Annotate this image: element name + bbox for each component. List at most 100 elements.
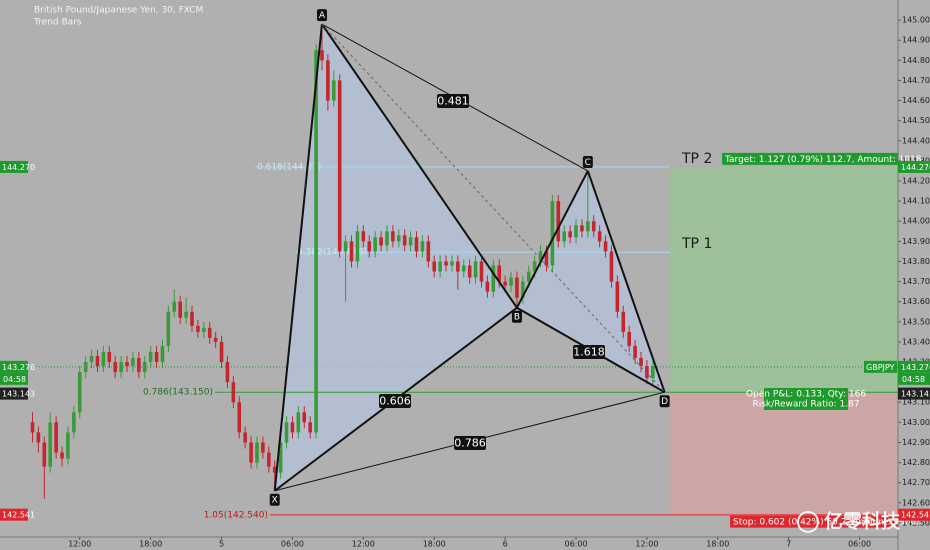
ratio-badge: [379, 394, 411, 408]
point-label: D: [661, 397, 668, 407]
countdown-badge: [898, 372, 930, 385]
loss-zone: [670, 393, 898, 515]
y-tick-label: 144.700: [902, 76, 930, 85]
candle-body: [355, 231, 360, 262]
candle-body: [160, 345, 165, 363]
ratio-label: 0.606: [379, 395, 411, 408]
candle-body: [48, 422, 53, 467]
candle-body: [60, 452, 64, 459]
price-badge: [0, 360, 28, 373]
x-tick-label: 12:00: [635, 540, 658, 549]
target-label: TP 2: [681, 151, 712, 167]
y-tick-label: 143.900: [902, 237, 930, 246]
candle-body: [290, 422, 295, 433]
price-badge: [898, 387, 930, 400]
candle-body: [296, 412, 301, 433]
candle-body: [456, 261, 460, 272]
candle-body: [408, 237, 413, 246]
candle-body: [385, 231, 389, 246]
ratio-badge: [437, 94, 469, 108]
candle-body: [249, 442, 253, 463]
price-badge-label: 143.276: [2, 363, 35, 372]
candle-body: [83, 362, 88, 373]
watermark: 亿零科技: [824, 510, 901, 533]
open-text: Open P&L: 0.133, Qty: 166: [746, 390, 866, 400]
point-badge: [316, 9, 327, 22]
candle-body: [237, 402, 242, 433]
candle-body: [148, 351, 153, 363]
candle-body: [267, 452, 271, 467]
candle-body: [272, 466, 277, 473]
ratio-label: 0.481: [437, 95, 469, 108]
rr-text: Risk/Reward Ratio: 1.87: [752, 400, 859, 410]
candle-body: [190, 311, 194, 326]
y-tick-label: 144.500: [902, 116, 930, 125]
y-tick-label: 143.400: [902, 337, 930, 346]
candle-body: [461, 265, 466, 272]
candle-body: [645, 366, 649, 379]
x-tick-label: 6: [503, 540, 508, 549]
candle-body: [402, 235, 407, 246]
candle-body: [591, 221, 596, 232]
candle-body: [515, 277, 519, 298]
candle-body: [225, 362, 230, 383]
price-badge: [898, 160, 930, 173]
candle-body: [131, 358, 135, 367]
target-label: TP 1: [681, 236, 712, 252]
candle-body: [621, 311, 626, 332]
candle-body: [361, 231, 366, 242]
countdown: 04:58: [902, 375, 925, 384]
candle-body: [349, 241, 354, 262]
y-tick-label: 143.000: [902, 418, 930, 427]
y-tick-label: 144.200: [902, 177, 930, 186]
fib-label: 0.382(143.846): [297, 248, 367, 258]
x-tick-label: 12:00: [352, 540, 375, 549]
price-badge-label: 143.143: [2, 390, 35, 399]
candle-body: [261, 442, 265, 453]
candle-body: [166, 311, 171, 346]
x-tick-label: 18:00: [423, 540, 446, 549]
candle-body: [207, 327, 212, 338]
candle-body: [101, 351, 106, 367]
candle-body: [396, 235, 401, 242]
price-badge-label: 142.541: [2, 511, 35, 520]
pattern-area: [274, 24, 517, 491]
pattern-line: [586, 170, 666, 393]
y-tick-label: 144.900: [902, 36, 930, 45]
x-tick-label: 06:00: [564, 540, 587, 549]
y-tick-label: 144.800: [902, 56, 930, 65]
candle-body: [255, 442, 259, 463]
symbol-label: GBPJPY: [866, 363, 895, 372]
candle-body: [373, 237, 377, 252]
candle-body: [231, 382, 236, 403]
point-label: B: [514, 313, 520, 323]
candle-body: [615, 281, 620, 312]
profit-zone: [670, 166, 898, 394]
candle-body: [125, 362, 129, 367]
open-badge: [764, 388, 848, 410]
y-tick-label: 143.600: [902, 297, 930, 306]
price-badge-label: 142.541: [901, 511, 930, 520]
price-badge-label: 143.143: [901, 390, 930, 399]
candle-body: [603, 241, 608, 252]
candle-body: [196, 325, 200, 332]
candle-body: [532, 261, 537, 272]
candle-body: [326, 60, 330, 101]
x-tick-label: 06:00: [848, 540, 871, 549]
candle-body: [544, 251, 549, 266]
candle-body: [479, 261, 484, 282]
y-tick-label: 142.900: [902, 438, 930, 447]
y-tick-label: 143.100: [902, 398, 930, 407]
candle-body: [119, 362, 123, 373]
ratio-label: 0.786: [454, 437, 486, 450]
candle-body: [420, 241, 425, 252]
candle-body: [243, 432, 247, 443]
candle-body: [633, 345, 637, 358]
candle-body: [450, 261, 454, 266]
y-tick-label: 142.600: [902, 498, 930, 507]
candle-body: [107, 351, 112, 363]
candle-body: [219, 341, 224, 363]
y-tick-label: 144.400: [902, 136, 930, 145]
candle-body: [521, 281, 525, 298]
